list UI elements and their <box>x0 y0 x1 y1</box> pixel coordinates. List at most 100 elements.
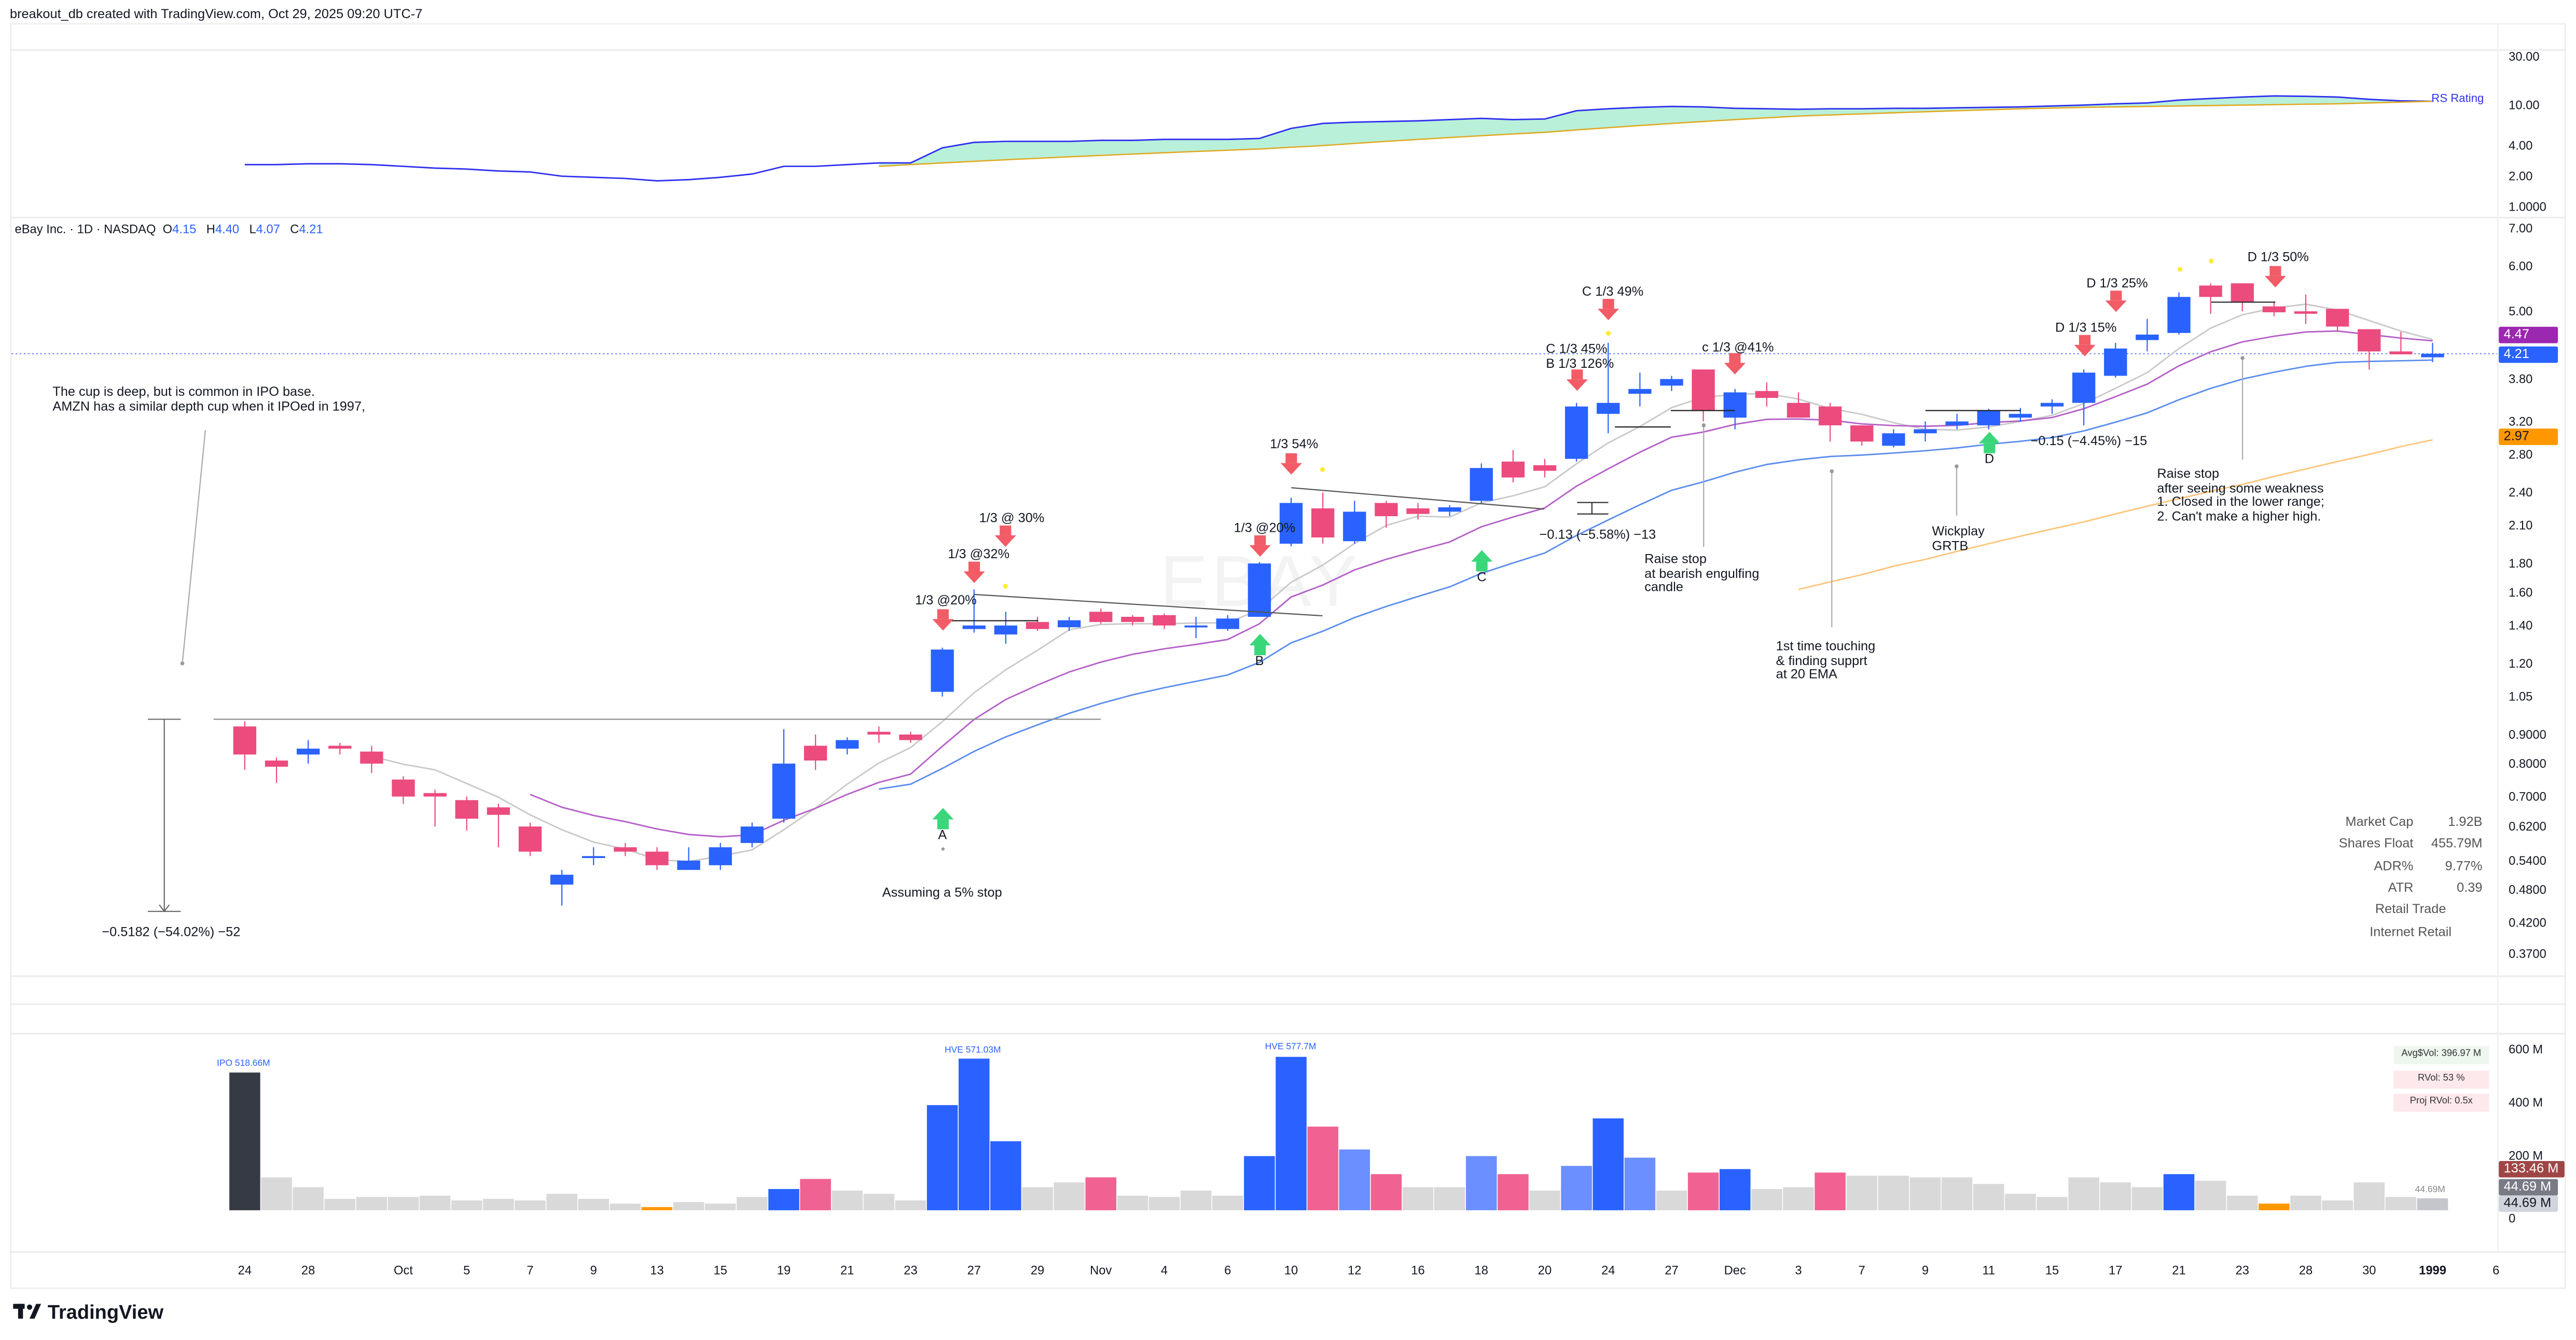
price-axis-tick-label: 3.20 <box>2509 415 2532 429</box>
volume-bar <box>1687 1172 1719 1210</box>
time-axis-tick-label: 15 <box>2045 1264 2059 1277</box>
candle <box>2040 399 2064 414</box>
trendline[interactable] <box>974 593 1323 617</box>
candle <box>1786 392 1810 418</box>
candle-body <box>1533 465 1557 471</box>
sell-label[interactable]: 1/3 @ 30% <box>979 510 1045 526</box>
price-axis-tick-label: 2.80 <box>2509 448 2532 462</box>
rs-rating-fill <box>879 95 2433 167</box>
candle-body <box>2040 403 2064 407</box>
rs-rating-label: RS Rating <box>2431 93 2484 105</box>
candle-body <box>836 740 859 749</box>
candle <box>518 822 542 857</box>
candle <box>2199 283 2222 314</box>
yellow-dot-marker <box>2177 267 2183 272</box>
candle <box>2136 319 2159 352</box>
tradingview-logo[interactable]: TradingView <box>13 1301 163 1323</box>
symbol-title[interactable]: eBay Inc. · 1D · NASDAQ <box>15 222 156 237</box>
measure-label: −0.13 (−5.58%) −13 <box>1539 527 1656 542</box>
time-axis-tick-label: 13 <box>650 1264 663 1277</box>
ema-touch-note[interactable]: 1st time touching & finding supprt at 20… <box>1776 639 1876 682</box>
sell-label[interactable]: D 1/3 50% <box>2247 250 2309 265</box>
candle <box>265 757 288 783</box>
sell-label[interactable]: 1/3 @20% <box>1234 520 1296 535</box>
volume-bar <box>1815 1172 1846 1210</box>
candle-body <box>1755 391 1779 398</box>
yellow-dot-marker <box>2209 258 2214 264</box>
volume-bar <box>1783 1187 1814 1210</box>
open-value: 4.15 <box>172 222 197 237</box>
sell-label[interactable]: 1/3 @32% <box>948 547 1010 562</box>
buy-arrow-icon <box>1471 550 1493 572</box>
volume-badge: 44.69 M <box>2499 1195 2558 1212</box>
symbol-legend[interactable]: eBay Inc. · 1D · NASDAQ O4.15 H4.40 L4.0… <box>15 222 330 236</box>
candle-body <box>1121 617 1144 622</box>
candle <box>2389 331 2413 355</box>
candle-body <box>360 751 383 764</box>
pane-divider <box>10 1003 2567 1005</box>
volume-axis-tick-label: 400 M <box>2509 1096 2543 1110</box>
entry-b-label: B <box>1255 653 1264 669</box>
trendline[interactable] <box>1291 487 1545 510</box>
fundamental-value: 1.92B <box>2448 814 2483 830</box>
last-price-badge: 4.21 <box>2499 346 2558 363</box>
candle <box>1501 450 1525 482</box>
volume-bar <box>1339 1149 1370 1210</box>
time-axis-tick-label: 15 <box>714 1264 727 1277</box>
fundamental-label: Shares Float <box>2338 836 2414 852</box>
time-axis-tick-label: 7 <box>1859 1264 1865 1277</box>
callout-dot <box>1830 469 1834 474</box>
fundamental-row: ADR% 9.77% <box>2334 855 2487 877</box>
sell-label[interactable]: C 1/3 45% B 1/3 126% <box>1546 341 1614 371</box>
candle <box>645 847 669 870</box>
candle-body <box>550 875 574 885</box>
volume-bar <box>483 1198 514 1210</box>
snapshot-credit: breakout_db created with TradingView.com… <box>10 6 423 22</box>
time-axis-tick-label: 21 <box>2172 1264 2185 1277</box>
candle <box>962 589 986 633</box>
rs-rating-line <box>244 95 2433 182</box>
time-axis-tick-label: 1999 <box>2419 1264 2446 1277</box>
projected-relative-volume: Proj RVol: 0.5x <box>2393 1094 2489 1112</box>
candle <box>2104 342 2127 378</box>
raise-stop-weakness-note[interactable]: Raise stop after seeing some weakness 1.… <box>2157 466 2324 524</box>
time-axis-tick-label: 23 <box>904 1264 917 1277</box>
candle-body <box>2358 329 2381 352</box>
rs-axis-tick-label: 4.00 <box>2509 140 2532 153</box>
tradingview-logo-icon <box>13 1304 41 1319</box>
sell-label[interactable]: 1/3 @20% <box>915 592 977 608</box>
sell-label[interactable]: D 1/3 15% <box>2055 320 2117 335</box>
candle-body <box>1026 621 1049 629</box>
sell-label[interactable]: D 1/3 25% <box>2086 275 2148 291</box>
time-axis-tick-label: 19 <box>777 1264 791 1277</box>
sell-label[interactable]: 1/3 54% <box>1270 436 1319 452</box>
fundamental-row: Market Cap 1.92B <box>2334 811 2487 833</box>
price-axis-tick-label: 1.40 <box>2509 619 2532 633</box>
candle-body <box>2294 311 2318 314</box>
volume-bar <box>2417 1198 2448 1210</box>
sell-label[interactable]: C 1/3 49% <box>1582 284 1644 299</box>
wickplay-note[interactable]: Wickplay GRTB <box>1932 523 1985 553</box>
candle <box>1977 408 2000 430</box>
sell-label[interactable]: c 1/3 @41% <box>1702 340 1774 355</box>
time-axis-tick-label: 17 <box>2109 1264 2122 1277</box>
candle-body <box>994 625 1018 634</box>
candle-body <box>1248 563 1271 617</box>
candle <box>328 743 352 755</box>
candle <box>677 847 700 870</box>
stop-note[interactable]: Assuming a 5% stop <box>882 885 1002 900</box>
candle <box>360 745 383 773</box>
close-value: 4.21 <box>299 222 323 237</box>
volume-bar <box>1909 1177 1941 1210</box>
candle <box>2421 342 2444 362</box>
price-axis-tick-label: 0.4800 <box>2509 883 2546 897</box>
time-axis-tick-label: Nov <box>1090 1264 1112 1277</box>
time-axis-tick-label: 5 <box>463 1264 470 1277</box>
raise-stop-note[interactable]: Raise stop at bearish engulfing candle <box>1644 551 1760 595</box>
candle-body <box>709 847 732 865</box>
candle-body <box>2136 334 2159 340</box>
cup-depth-note[interactable]: The cup is deep, but is common in IPO ba… <box>52 384 366 413</box>
volume-bar <box>324 1198 356 1210</box>
volume-badge: 133.46 M <box>2499 1161 2565 1178</box>
